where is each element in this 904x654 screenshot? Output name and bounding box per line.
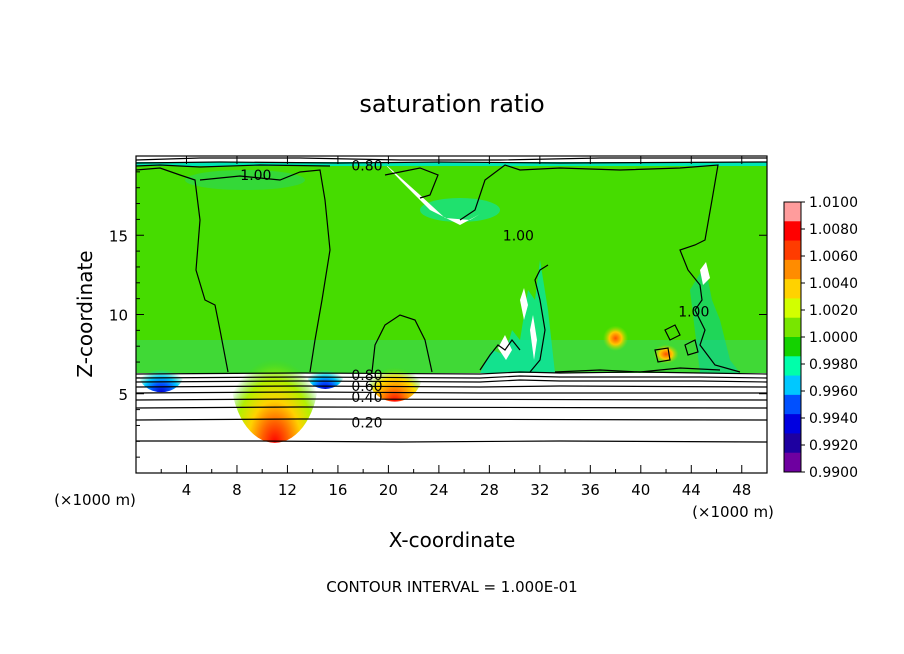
chart-title: saturation ratio bbox=[359, 90, 544, 118]
y-tick-label: 10 bbox=[109, 307, 128, 325]
y-axis: 5 10 15 bbox=[109, 171, 767, 458]
contour-label: 0.20 bbox=[351, 415, 382, 431]
contour-lines bbox=[136, 157, 767, 443]
colorbar-tick-label: 1.0040 bbox=[809, 276, 858, 292]
x-axis: 4 8 12 16 20 24 28 32 36 40 44 48 bbox=[160, 156, 751, 499]
colorbar-swatch bbox=[784, 317, 801, 338]
subsaturated-region bbox=[136, 373, 767, 473]
contour-label: 0.60 bbox=[351, 379, 382, 395]
colorbar-tick-label: 1.0000 bbox=[809, 330, 858, 346]
colorbar-swatch bbox=[784, 240, 801, 261]
colorbar-swatch bbox=[784, 298, 801, 319]
y-tick-label: 15 bbox=[109, 227, 128, 245]
contour-label: 0.40 bbox=[351, 390, 382, 406]
x-axis-label: X-coordinate bbox=[389, 528, 516, 552]
x-tick-label: 36 bbox=[581, 481, 600, 499]
colorbar-tick-label: 1.0060 bbox=[809, 249, 858, 265]
colorbar-swatch bbox=[784, 202, 801, 222]
colorbar-swatch bbox=[784, 394, 801, 415]
x-tick-label: 4 bbox=[182, 481, 192, 499]
x-tick-label: 12 bbox=[278, 481, 297, 499]
colorbar-tick-label: 1.0080 bbox=[809, 222, 858, 238]
colorbar-swatch bbox=[784, 375, 801, 396]
x-tick-label: 20 bbox=[379, 481, 398, 499]
colorbar-tick-label: 0.9940 bbox=[809, 411, 858, 427]
colorbar-swatch bbox=[784, 337, 801, 357]
field-feature bbox=[602, 325, 629, 351]
colorbar-swatch bbox=[784, 221, 801, 242]
x-tick-label: 48 bbox=[732, 481, 751, 499]
colorbar-tick-label: 0.9980 bbox=[809, 357, 858, 373]
x-unit-left: (×1000 m) bbox=[54, 491, 136, 509]
colorbar-tick-label: 1.0020 bbox=[809, 303, 858, 319]
footer-contour-interval: CONTOUR INTERVAL = 1.000E-01 bbox=[326, 578, 577, 596]
contour-label: 1.00 bbox=[503, 228, 534, 244]
colorbar-tick-label: 0.9960 bbox=[809, 384, 858, 400]
heatmap-field bbox=[136, 156, 767, 473]
contour-label: 0.80 bbox=[351, 159, 382, 175]
colorbar-swatch bbox=[784, 356, 801, 377]
colorbar-swatch bbox=[784, 433, 801, 454]
x-tick-label: 40 bbox=[631, 481, 650, 499]
x-tick-label: 8 bbox=[232, 481, 242, 499]
x-tick-label: 28 bbox=[480, 481, 499, 499]
x-tick-label: 32 bbox=[530, 481, 549, 499]
contour-label: 0.80 bbox=[351, 368, 382, 384]
contour-label: 1.00 bbox=[240, 168, 271, 184]
colorbar-swatch bbox=[784, 414, 801, 434]
colorbar-tick-label: 0.9900 bbox=[809, 465, 858, 481]
x-tick-label: 16 bbox=[328, 481, 347, 499]
colorbar-tick-label: 0.9920 bbox=[809, 438, 858, 454]
contour-labels: 1.001.000.800.600.400.200.801.00 bbox=[240, 159, 709, 432]
x-unit-right: (×1000 m) bbox=[692, 503, 774, 521]
y-tick-label: 5 bbox=[118, 386, 128, 404]
x-tick-label: 24 bbox=[429, 481, 448, 499]
colorbar-tick-label: 1.0100 bbox=[809, 195, 858, 211]
x-tick-label: 44 bbox=[682, 481, 701, 499]
colorbar-swatch bbox=[784, 279, 801, 299]
colorbar: 1.0100 1.0080 1.0060 1.0040 1.0020 1.0000 0.99… bbox=[783, 195, 858, 481]
colorbar-swatch bbox=[784, 452, 801, 473]
field-feature bbox=[138, 354, 184, 393]
contour-label: 1.00 bbox=[678, 305, 709, 321]
colorbar-swatch bbox=[784, 259, 801, 280]
y-axis-label: Z-coordinate bbox=[73, 250, 97, 377]
